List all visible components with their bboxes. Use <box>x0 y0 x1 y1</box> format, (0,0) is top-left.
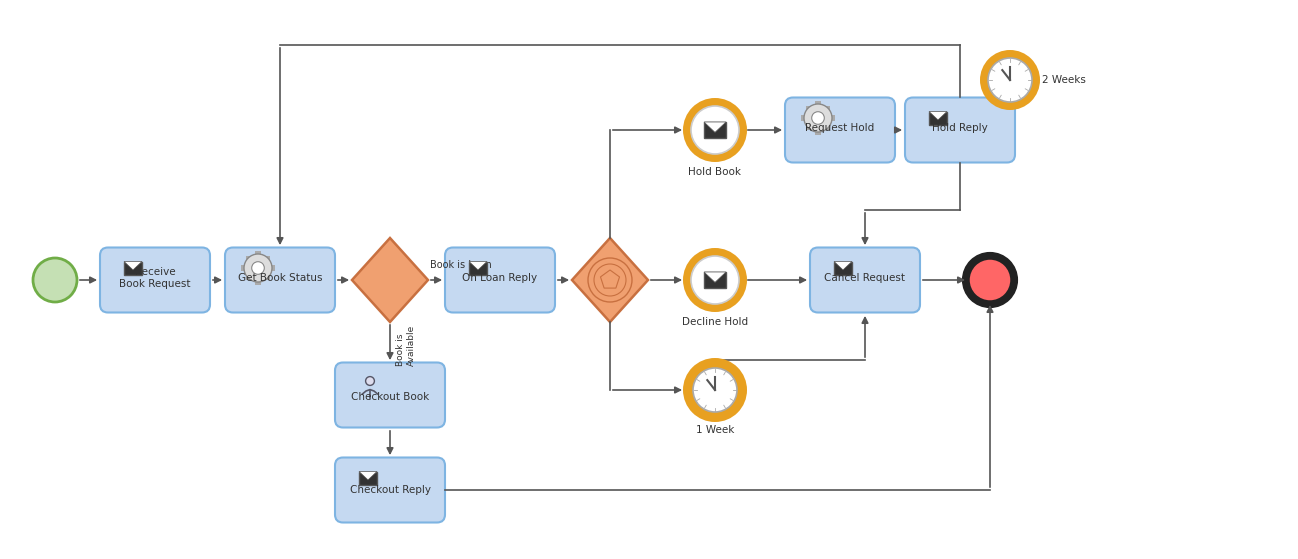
Text: Cancel Request: Cancel Request <box>824 273 906 283</box>
Text: 2 Weeks: 2 Weeks <box>1042 75 1086 85</box>
FancyBboxPatch shape <box>241 266 247 271</box>
Circle shape <box>366 377 374 385</box>
FancyBboxPatch shape <box>469 262 487 274</box>
FancyBboxPatch shape <box>270 266 274 271</box>
Circle shape <box>988 58 1032 102</box>
Text: Book is
Available: Book is Available <box>396 324 417 366</box>
FancyBboxPatch shape <box>815 130 820 135</box>
Circle shape <box>803 104 832 132</box>
Polygon shape <box>572 238 648 322</box>
Polygon shape <box>929 111 948 120</box>
FancyBboxPatch shape <box>806 125 811 130</box>
Polygon shape <box>704 272 726 282</box>
FancyBboxPatch shape <box>256 280 261 285</box>
Circle shape <box>691 106 739 154</box>
FancyBboxPatch shape <box>335 457 445 523</box>
FancyBboxPatch shape <box>245 276 251 281</box>
Circle shape <box>964 254 1016 306</box>
FancyBboxPatch shape <box>245 255 251 260</box>
FancyBboxPatch shape <box>785 97 896 163</box>
Polygon shape <box>469 262 487 270</box>
Circle shape <box>980 50 1040 110</box>
FancyBboxPatch shape <box>265 276 270 281</box>
Text: Receive
Book Request: Receive Book Request <box>119 267 191 289</box>
FancyBboxPatch shape <box>929 111 948 125</box>
Text: Book is Loan: Book is Loan <box>430 260 492 270</box>
Text: Hold Book: Hold Book <box>688 167 741 177</box>
FancyBboxPatch shape <box>835 262 851 274</box>
Text: Checkout Book: Checkout Book <box>350 392 430 402</box>
Circle shape <box>683 358 748 422</box>
Circle shape <box>968 258 1012 302</box>
FancyBboxPatch shape <box>801 116 806 121</box>
Text: Decline Hold: Decline Hold <box>681 317 748 327</box>
FancyBboxPatch shape <box>265 255 270 260</box>
FancyBboxPatch shape <box>905 97 1015 163</box>
Text: Hold Reply: Hold Reply <box>932 123 988 133</box>
Polygon shape <box>125 262 141 270</box>
Circle shape <box>683 98 748 162</box>
FancyBboxPatch shape <box>810 248 920 312</box>
Text: Checkout Reply: Checkout Reply <box>349 485 431 495</box>
FancyBboxPatch shape <box>806 106 811 111</box>
FancyBboxPatch shape <box>256 252 261 257</box>
Text: 1 Week: 1 Week <box>696 425 735 435</box>
FancyBboxPatch shape <box>826 125 831 130</box>
FancyBboxPatch shape <box>125 262 141 274</box>
Circle shape <box>693 368 737 412</box>
Polygon shape <box>704 122 726 132</box>
FancyBboxPatch shape <box>445 248 556 312</box>
FancyBboxPatch shape <box>815 102 820 107</box>
FancyBboxPatch shape <box>360 471 376 485</box>
Polygon shape <box>360 471 376 480</box>
Circle shape <box>811 112 824 124</box>
FancyBboxPatch shape <box>100 248 210 312</box>
Text: On Loan Reply: On Loan Reply <box>462 273 537 283</box>
Circle shape <box>683 248 748 312</box>
FancyBboxPatch shape <box>704 272 726 288</box>
Circle shape <box>252 262 265 274</box>
FancyBboxPatch shape <box>826 106 831 111</box>
Circle shape <box>32 258 77 302</box>
Circle shape <box>244 254 273 282</box>
Text: Request Hold: Request Hold <box>805 123 875 133</box>
Polygon shape <box>835 262 851 270</box>
Text: Get Book Status: Get Book Status <box>238 273 322 283</box>
FancyBboxPatch shape <box>704 122 726 138</box>
FancyBboxPatch shape <box>225 248 335 312</box>
Polygon shape <box>352 238 428 322</box>
FancyBboxPatch shape <box>829 116 835 121</box>
Circle shape <box>691 256 739 304</box>
FancyBboxPatch shape <box>335 362 445 428</box>
